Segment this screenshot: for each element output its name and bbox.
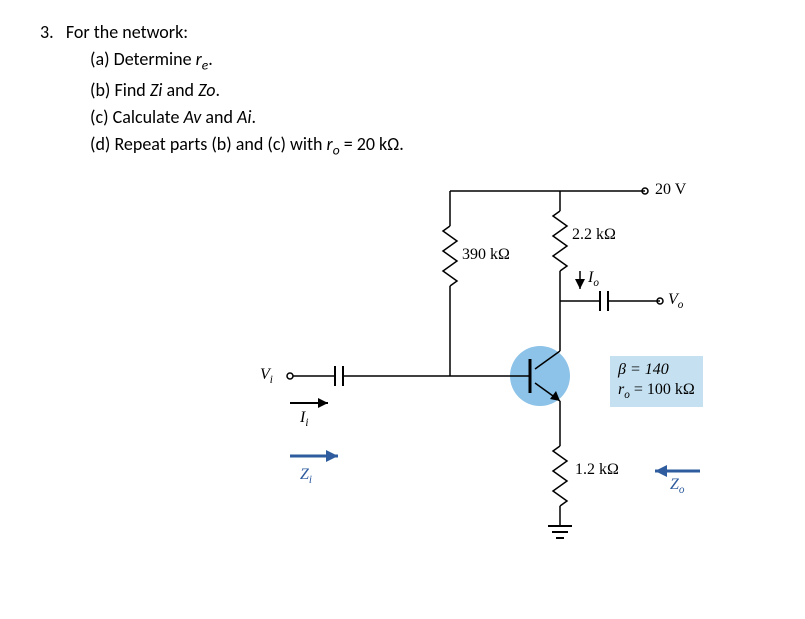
part-d: (d) Repeat parts (b) and (c) with ro = 2… — [90, 132, 765, 160]
ii-label: Ii — [300, 409, 308, 429]
r-collector-label: 2.2 kΩ — [572, 226, 616, 244]
io-label: Io — [588, 269, 599, 289]
part-b: (b) Find Zi and Zo. — [90, 78, 765, 103]
supply-label: 20 V — [655, 181, 686, 199]
r-base-label: 390 kΩ — [462, 246, 510, 264]
vi-label: Vi — [260, 366, 273, 386]
problem-text: 3. For the network: (a) Determine re. (b… — [40, 20, 765, 161]
vo-label: Vo — [668, 291, 683, 311]
transistor-params: β = 140 ro = 100 kΩ — [610, 356, 703, 408]
part-c: (c) Calculate Av and Ai. — [90, 105, 765, 130]
zi-label: Zi — [300, 466, 312, 486]
problem-number: 3. — [40, 21, 54, 43]
r-emitter-label: 1.2 kΩ — [575, 461, 619, 479]
sub-parts: (a) Determine re. (b) Find Zi and Zo. (c… — [90, 47, 765, 160]
part-a: (a) Determine re. — [90, 47, 765, 75]
circuit-diagram: 20 V 390 kΩ 2.2 kΩ Io Vo Vi Ii Zi 1.2 kΩ… — [240, 171, 740, 551]
zo-label: Zo — [670, 476, 685, 496]
problem-prompt: For the network: — [66, 21, 188, 43]
